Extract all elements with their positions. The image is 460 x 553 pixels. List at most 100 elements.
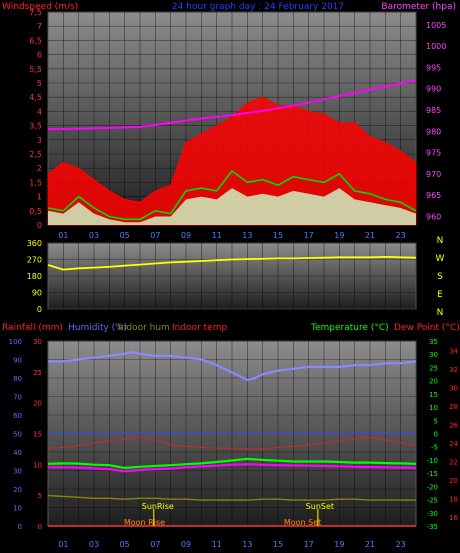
- temp-tick-label: 25: [429, 364, 438, 372]
- temp-x-tick-label: 21: [365, 540, 375, 549]
- temp-x-tick-label: 13: [242, 540, 252, 549]
- wind-x-tick-label: 05: [120, 231, 130, 240]
- rain-tick-label: 10: [33, 461, 42, 469]
- temp-tick-label: 35: [429, 338, 438, 346]
- dir-tick-label: 270: [27, 256, 42, 265]
- moonrise-label: Moon Rise: [124, 518, 165, 527]
- wind-tick-label: 6: [37, 51, 42, 60]
- compass-label: N: [437, 236, 444, 246]
- sunrise-label: SunRise: [142, 502, 174, 511]
- humidity-tick-label: 80: [13, 375, 22, 383]
- humidity-tick-label: 60: [13, 412, 22, 420]
- humidity-tick-label: 40: [13, 449, 22, 457]
- dir-tick-label: 0: [37, 305, 42, 314]
- legend-label: Temperature (°C): [310, 323, 389, 333]
- temp-x-tick-label: 19: [334, 540, 344, 549]
- wind-average-series: [47, 169, 417, 221]
- wind-tick-label: 7: [37, 22, 42, 31]
- humidity-tick-label: 30: [13, 468, 22, 476]
- wind-tick-label: 0,5: [29, 207, 42, 216]
- wind-x-tick-label: 01: [58, 231, 68, 240]
- temp-series-0: [48, 350, 417, 382]
- humidity-tick-label: 100: [9, 338, 22, 346]
- baro-tick-label: 995: [426, 63, 441, 72]
- wind-tick-label: 1: [37, 193, 42, 202]
- temp-series-4: [47, 494, 416, 501]
- baro-tick-label: 1005: [426, 21, 446, 30]
- wind-tick-label: 4,5: [29, 93, 42, 102]
- humidity-tick-label: 90: [13, 357, 22, 365]
- wind-tick-label: 5,5: [29, 65, 42, 74]
- compass-label: N: [437, 308, 444, 318]
- wind-tick-label: 0: [37, 221, 42, 230]
- temp-tick-label: 15: [429, 391, 438, 399]
- dir-tick-label: 180: [27, 272, 42, 281]
- wind-x-tick-label: 07: [150, 231, 160, 240]
- indoor-tick-label: 22: [449, 458, 458, 466]
- dir-tick-label: 360: [27, 239, 42, 248]
- indoor-tick-label: 34: [449, 347, 458, 355]
- rain-tick-label: 20: [33, 400, 42, 408]
- temp-tick-label: 30: [429, 351, 438, 359]
- indoor-tick-label: 28: [449, 403, 458, 411]
- temp-tick-label: -10: [427, 457, 438, 465]
- temp-series-2: [47, 457, 417, 470]
- indoor-tick-label: 16: [449, 514, 458, 522]
- baro-tick-label: 960: [426, 212, 441, 221]
- baro-tick-label: 965: [426, 191, 441, 200]
- temp-tick-label: -30: [427, 510, 438, 518]
- baro-tick-label: 1000: [426, 42, 446, 51]
- wind-speed-series: [48, 188, 416, 225]
- wind-x-tick-label: 15: [273, 231, 283, 240]
- legend-label: Humidity (%): [68, 323, 127, 333]
- temp-tick-label: 0: [434, 431, 438, 439]
- humidity-tick-label: 10: [13, 505, 22, 513]
- wind-x-tick-label: 09: [181, 231, 191, 240]
- temp-x-tick-label: 05: [120, 540, 130, 549]
- wind-x-tick-label: 21: [365, 231, 375, 240]
- indoor-tick-label: 30: [449, 384, 458, 392]
- wind-direction-series: [47, 255, 417, 271]
- barometer-series: [47, 79, 417, 131]
- humidity-tick-label: 70: [13, 394, 22, 402]
- moonset-label: Moon Set: [284, 518, 321, 527]
- wind-x-tick-label: 19: [334, 231, 344, 240]
- indoor-tick-label: 24: [449, 440, 458, 448]
- dir-tick-label: 90: [32, 289, 42, 298]
- legend-label: Indoor temp: [172, 323, 227, 333]
- wind-gust-series: [47, 96, 417, 226]
- rain-tick-label: 5: [38, 492, 42, 500]
- rain-tick-label: 0: [38, 523, 42, 531]
- wind-tick-label: 2: [37, 164, 42, 173]
- humidity-tick-label: 20: [13, 486, 22, 494]
- temp-series-3: [48, 463, 417, 473]
- temp-tick-label: -5: [431, 444, 438, 452]
- temp-tick-label: 10: [429, 404, 438, 412]
- temp-tick-label: -15: [427, 470, 438, 478]
- temp-x-tick-label: 17: [304, 540, 314, 549]
- wind-tick-label: 7,5: [29, 8, 42, 17]
- legend-label: Dew Point (°C): [394, 323, 460, 333]
- temp-x-tick-label: 23: [396, 540, 406, 549]
- wind-tick-label: 1,5: [29, 178, 42, 187]
- rain-tick-label: 25: [33, 369, 42, 377]
- temp-tick-label: -25: [427, 497, 438, 505]
- baro-axis-title: Barometer (hpa): [381, 2, 456, 12]
- temp-x-tick-label: 11: [212, 540, 222, 549]
- wind-x-tick-label: 13: [242, 231, 252, 240]
- wind-x-tick-label: 23: [396, 231, 406, 240]
- wind-axis-title: Windspeed (m/s): [2, 2, 78, 12]
- wind-tick-label: 4: [37, 107, 42, 116]
- indoor-tick-label: 32: [449, 366, 458, 374]
- humidity-tick-label: 0: [18, 523, 22, 531]
- compass-label: E: [437, 290, 443, 300]
- temp-x-tick-label: 01: [58, 540, 68, 549]
- baro-tick-label: 980: [426, 127, 441, 136]
- rain-tick-label: 15: [33, 431, 42, 439]
- baro-tick-label: 970: [426, 170, 441, 179]
- chart-title: 24 hour graph day : 24 February 2017: [172, 2, 344, 12]
- baro-tick-label: 985: [426, 106, 441, 115]
- wind-x-tick-label: 03: [89, 231, 99, 240]
- wind-tick-label: 6,5: [29, 36, 42, 45]
